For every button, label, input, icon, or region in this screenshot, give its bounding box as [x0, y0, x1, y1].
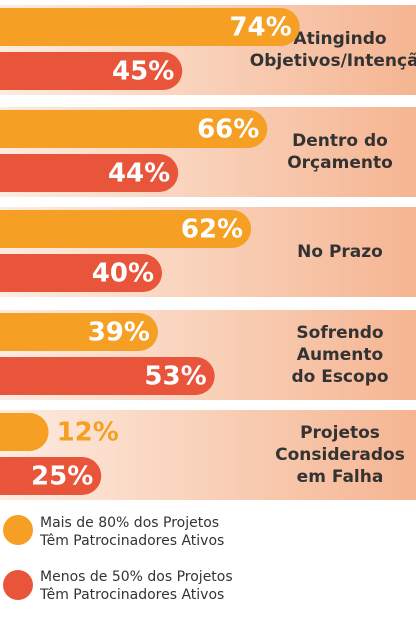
value-label: 44%: [108, 159, 170, 189]
bar: [0, 413, 49, 451]
legend-marker: [3, 570, 33, 600]
legend: [3, 515, 33, 600]
bar: [0, 8, 300, 46]
category-label: Considerados: [275, 445, 405, 465]
value-label: 25%: [31, 462, 93, 492]
value-label: 66%: [197, 115, 259, 145]
category-label: em Falha: [297, 467, 384, 487]
legend-marker: [3, 515, 33, 545]
bar: [0, 313, 158, 351]
value-label: 39%: [88, 318, 150, 348]
value-label: 62%: [181, 215, 243, 245]
value-label: 74%: [229, 13, 291, 43]
category-label: do Escopo: [291, 367, 388, 387]
bar: [0, 154, 179, 192]
category-label: Orçamento: [287, 153, 393, 173]
bar: [0, 357, 215, 395]
category-label: No Prazo: [297, 242, 383, 262]
category-label: Objetivos/Intenção: [250, 51, 416, 71]
value-label: 45%: [112, 57, 174, 87]
category-label: Sofrendo: [296, 323, 383, 343]
category-label: Dentro do: [292, 131, 388, 151]
bar: [0, 210, 252, 248]
legend-label: Mais de 80% dos Projetos Têm Patrocinado…: [40, 515, 225, 549]
category-label: Aumento: [297, 345, 383, 365]
bar: [0, 254, 162, 292]
category-label: Atingindo: [293, 29, 386, 49]
category-label: Projetos: [300, 423, 380, 443]
value-label: 53%: [144, 362, 206, 392]
value-label: 40%: [92, 259, 154, 289]
bar: [0, 52, 183, 90]
bar: [0, 457, 102, 495]
legend-label: Menos de 50% dos Projetos Têm Patrocinad…: [40, 569, 233, 603]
value-label: 12%: [57, 418, 119, 448]
bar: [0, 110, 268, 148]
